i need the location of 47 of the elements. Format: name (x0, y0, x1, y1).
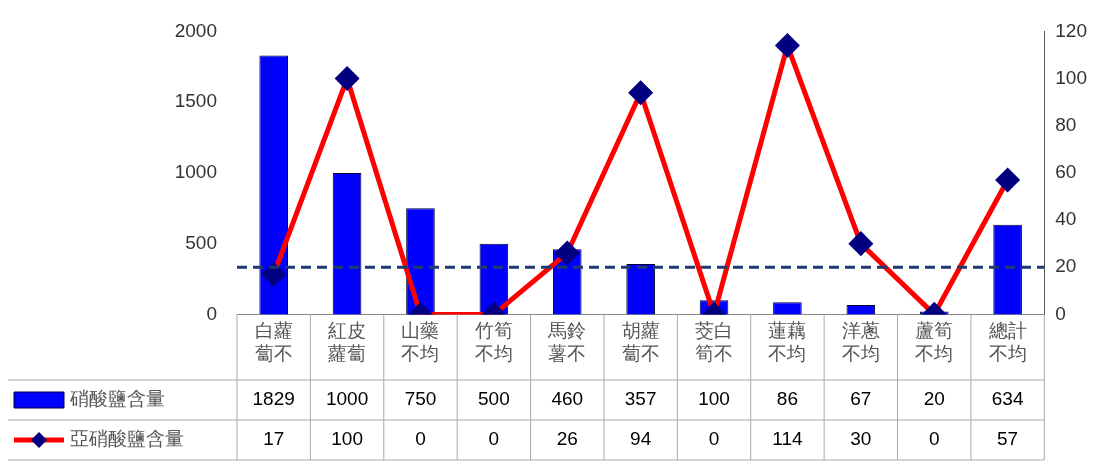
x-tick-label: 山藥不均 (401, 320, 440, 364)
data-label: 86 (776, 388, 798, 410)
legend-label: 硝酸鹽含量 (69, 388, 165, 410)
y2-tick-label: 100 (1055, 66, 1087, 88)
y-tick-label: 1000 (174, 161, 217, 183)
x-tick-label: 蓮藕不均 (768, 320, 807, 364)
data-label: 94 (630, 428, 652, 450)
x-tick-label: 茭白筍不 (695, 320, 734, 364)
y-tick-label: 2000 (174, 19, 217, 41)
x-tick-label: 白蘿蔔不 (254, 320, 293, 364)
data-label: 0 (708, 428, 720, 450)
y2-tick-label: 40 (1055, 208, 1077, 230)
y2-tick-label: 80 (1055, 113, 1077, 135)
y-tick-label: 500 (185, 231, 217, 253)
y-tick-label: 0 (206, 302, 217, 324)
data-label: 750 (404, 388, 437, 410)
data-label: 100 (698, 388, 730, 410)
y2-tick-label: 20 (1055, 255, 1077, 277)
data-label: 1000 (325, 388, 369, 410)
data-label: 500 (478, 388, 510, 410)
x-tick-label: 蘆筍不均 (915, 320, 954, 364)
y2-tick-label: 60 (1055, 161, 1077, 183)
data-label: 30 (850, 428, 872, 450)
data-label: 634 (991, 388, 1024, 410)
data-label: 20 (923, 388, 945, 410)
x-tick-label: 總計不均 (987, 320, 1027, 364)
data-label: 460 (551, 388, 584, 410)
data-label: 100 (331, 428, 363, 450)
y-tick-label: 1500 (174, 90, 217, 112)
data-label: 0 (928, 428, 940, 450)
data-label: 0 (488, 428, 500, 450)
y2-tick-label: 0 (1055, 302, 1066, 324)
data-label: 0 (415, 428, 426, 450)
legend-label: 亞硝酸鹽含量 (70, 428, 184, 450)
data-label: 17 (263, 428, 285, 450)
x-tick-label: 紅皮蘿蔔 (328, 320, 367, 364)
data-label: 1829 (252, 388, 295, 410)
data-label: 114 (772, 428, 804, 450)
x-tick-label: 洋蔥不均 (841, 320, 880, 364)
x-tick-label: 胡蘿蔔不 (621, 320, 660, 364)
data-label: 67 (850, 388, 872, 410)
data-label: 26 (556, 428, 578, 450)
y2-tick-label: 120 (1055, 19, 1087, 41)
x-tick-label: 竹筍不均 (474, 320, 513, 364)
data-label: 57 (997, 428, 1019, 450)
data-label: 357 (624, 388, 657, 410)
x-tick-label: 馬鈴薯不 (547, 320, 587, 364)
